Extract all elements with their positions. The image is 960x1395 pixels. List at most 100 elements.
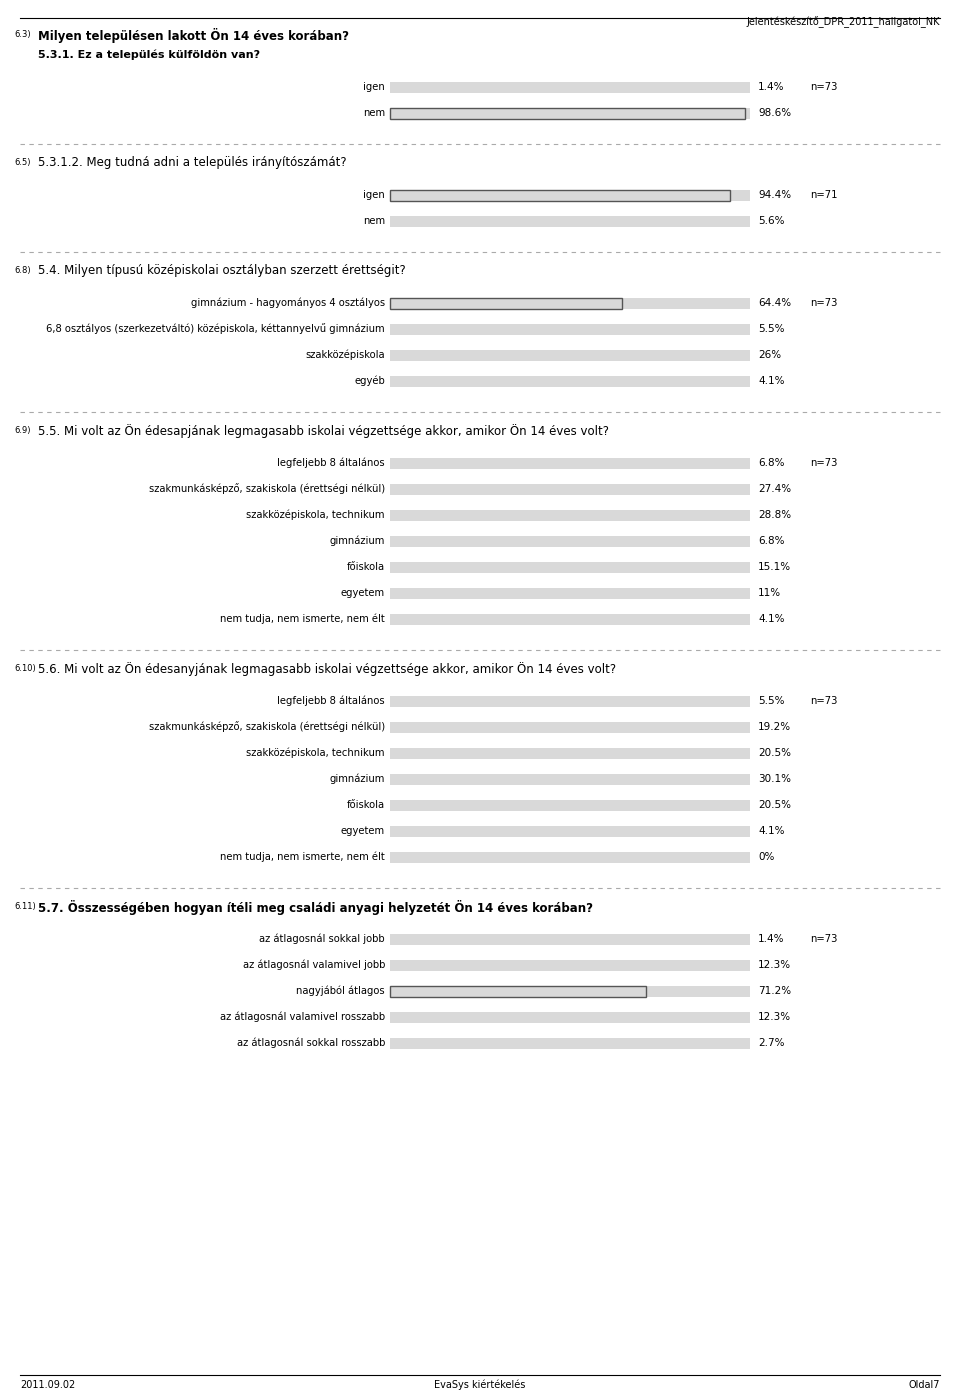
FancyBboxPatch shape: [390, 587, 750, 598]
Text: n=73: n=73: [810, 935, 837, 944]
Text: 4.1%: 4.1%: [758, 826, 784, 836]
Text: 6.8%: 6.8%: [758, 536, 784, 545]
FancyBboxPatch shape: [390, 826, 405, 837]
FancyBboxPatch shape: [390, 215, 750, 226]
Text: Oldal7: Oldal7: [908, 1380, 940, 1389]
Text: 5.5%: 5.5%: [758, 324, 784, 333]
Text: 30.1%: 30.1%: [758, 774, 791, 784]
Text: 6.9): 6.9): [14, 425, 31, 435]
FancyBboxPatch shape: [390, 826, 750, 837]
FancyBboxPatch shape: [390, 587, 430, 598]
Text: 6.10): 6.10): [14, 664, 36, 672]
FancyBboxPatch shape: [390, 375, 405, 386]
FancyBboxPatch shape: [390, 960, 750, 971]
FancyBboxPatch shape: [390, 324, 410, 335]
FancyBboxPatch shape: [390, 458, 750, 469]
FancyBboxPatch shape: [390, 324, 750, 335]
Text: 15.1%: 15.1%: [758, 562, 791, 572]
FancyBboxPatch shape: [390, 107, 750, 119]
Text: legfeljebb 8 általános: legfeljebb 8 általános: [277, 696, 385, 706]
Text: 71.2%: 71.2%: [758, 986, 791, 996]
Text: 64.4%: 64.4%: [758, 299, 791, 308]
FancyBboxPatch shape: [390, 1038, 750, 1049]
FancyBboxPatch shape: [390, 350, 750, 360]
FancyBboxPatch shape: [390, 350, 484, 360]
Text: 6.5): 6.5): [14, 158, 31, 167]
Text: 26%: 26%: [758, 350, 781, 360]
Text: gimnázium: gimnázium: [329, 536, 385, 547]
Text: az átlagosnál valamivel rosszabb: az átlagosnál valamivel rosszabb: [220, 1011, 385, 1023]
FancyBboxPatch shape: [390, 375, 750, 386]
FancyBboxPatch shape: [390, 562, 750, 572]
FancyBboxPatch shape: [390, 458, 415, 469]
FancyBboxPatch shape: [390, 1038, 399, 1049]
FancyBboxPatch shape: [390, 536, 750, 547]
Text: 5.4. Milyen típusú középiskolai osztályban szerzett érettségit?: 5.4. Milyen típusú középiskolai osztályb…: [38, 264, 406, 278]
Text: szakközépiskola: szakközépiskola: [305, 350, 385, 360]
Text: 4.1%: 4.1%: [758, 614, 784, 624]
Text: gimnázium: gimnázium: [329, 774, 385, 784]
Text: 1.4%: 1.4%: [758, 935, 784, 944]
Text: 5.6%: 5.6%: [758, 216, 784, 226]
Text: 1.4%: 1.4%: [758, 82, 784, 92]
FancyBboxPatch shape: [390, 81, 396, 92]
Text: 11%: 11%: [758, 589, 781, 598]
Text: 6.8%: 6.8%: [758, 458, 784, 467]
FancyBboxPatch shape: [390, 748, 464, 759]
Text: n=73: n=73: [810, 458, 837, 467]
Text: nem: nem: [363, 216, 385, 226]
FancyBboxPatch shape: [390, 614, 750, 625]
FancyBboxPatch shape: [390, 748, 750, 759]
Text: az átlagosnál sokkal jobb: az átlagosnál sokkal jobb: [259, 933, 385, 944]
FancyBboxPatch shape: [390, 696, 750, 706]
Text: igen: igen: [363, 190, 385, 199]
Text: 28.8%: 28.8%: [758, 511, 791, 520]
Text: 12.3%: 12.3%: [758, 960, 791, 970]
Text: 27.4%: 27.4%: [758, 484, 791, 494]
FancyBboxPatch shape: [390, 1011, 750, 1023]
FancyBboxPatch shape: [390, 851, 750, 862]
Text: 5.7. Összességében hogyan ítéli meg családi anyagi helyzetét Ön 14 éves korában?: 5.7. Összességében hogyan ítéli meg csal…: [38, 900, 593, 915]
Text: 5.3.1. Ez a település külföldön van?: 5.3.1. Ez a település külföldön van?: [38, 50, 260, 60]
Text: n=73: n=73: [810, 299, 837, 308]
Text: igen: igen: [363, 82, 385, 92]
Text: az átlagosnál sokkal rosszabb: az átlagosnál sokkal rosszabb: [236, 1038, 385, 1048]
Text: Milyen településen lakott Ön 14 éves korában?: Milyen településen lakott Ön 14 éves kor…: [38, 28, 349, 43]
Text: 2.7%: 2.7%: [758, 1038, 784, 1048]
FancyBboxPatch shape: [390, 190, 750, 201]
Text: 2011.09.02: 2011.09.02: [20, 1380, 75, 1389]
FancyBboxPatch shape: [390, 107, 745, 119]
FancyBboxPatch shape: [390, 985, 646, 996]
FancyBboxPatch shape: [390, 190, 730, 201]
FancyBboxPatch shape: [390, 960, 434, 971]
Text: 6.8): 6.8): [14, 266, 31, 275]
Text: 12.3%: 12.3%: [758, 1011, 791, 1023]
FancyBboxPatch shape: [390, 562, 444, 572]
Text: 19.2%: 19.2%: [758, 723, 791, 732]
FancyBboxPatch shape: [390, 696, 410, 706]
Text: nem tudja, nem ismerte, nem élt: nem tudja, nem ismerte, nem élt: [220, 614, 385, 624]
Text: Jelentéskészítő_DPR_2011_hallgatoi_NK: Jelentéskészítő_DPR_2011_hallgatoi_NK: [747, 15, 940, 28]
Text: EvaSys kiértékelés: EvaSys kiértékelés: [434, 1380, 526, 1391]
Text: 5.6. Mi volt az Ön édesanyjának legmagasabb iskolai végzettsége akkor, amikor Ön: 5.6. Mi volt az Ön édesanyjának legmagas…: [38, 663, 616, 677]
FancyBboxPatch shape: [390, 215, 410, 226]
Text: az átlagosnál valamivel jobb: az átlagosnál valamivel jobb: [243, 960, 385, 971]
Text: nem: nem: [363, 107, 385, 119]
Text: 5.5%: 5.5%: [758, 696, 784, 706]
Text: szakközépiskola, technikum: szakközépiskola, technikum: [247, 748, 385, 759]
FancyBboxPatch shape: [390, 985, 750, 996]
FancyBboxPatch shape: [390, 799, 464, 810]
FancyBboxPatch shape: [390, 81, 750, 92]
Text: nem tudja, nem ismerte, nem élt: nem tudja, nem ismerte, nem élt: [220, 852, 385, 862]
FancyBboxPatch shape: [390, 614, 405, 625]
FancyBboxPatch shape: [390, 509, 493, 520]
Text: 20.5%: 20.5%: [758, 799, 791, 810]
Text: n=73: n=73: [810, 696, 837, 706]
Text: 94.4%: 94.4%: [758, 190, 791, 199]
FancyBboxPatch shape: [390, 297, 622, 308]
Text: nagyjából átlagos: nagyjából átlagos: [297, 986, 385, 996]
FancyBboxPatch shape: [390, 721, 750, 732]
Text: egyetem: egyetem: [341, 589, 385, 598]
FancyBboxPatch shape: [390, 1011, 434, 1023]
Text: 6,8 osztályos (szerkezetváltó) középiskola, kéttannyelvű gimnázium: 6,8 osztályos (szerkezetváltó) középisko…: [46, 324, 385, 335]
